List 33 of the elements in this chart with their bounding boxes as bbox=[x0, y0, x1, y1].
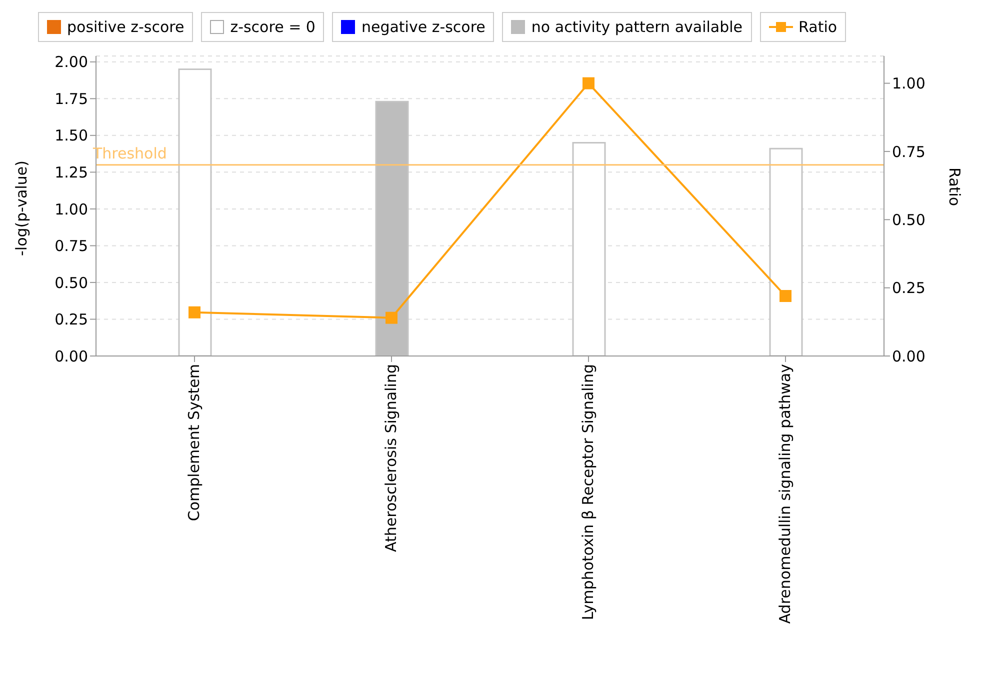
point bbox=[780, 290, 792, 302]
legend-label: negative z-score bbox=[361, 18, 486, 36]
y-tick-label: 0.75 bbox=[54, 237, 88, 256]
x-tick-label: Atherosclerosis Signaling bbox=[382, 364, 400, 552]
point bbox=[386, 312, 398, 324]
y-tick-label: 2.00 bbox=[54, 53, 88, 72]
point bbox=[582, 77, 594, 90]
y-tick-label: 1.25 bbox=[54, 164, 88, 182]
y2-axis-title: Ratio bbox=[946, 167, 964, 206]
y-tick-label: 0.50 bbox=[54, 274, 88, 292]
x-tick-label: Lymphotoxin β Receptor Signaling bbox=[579, 364, 598, 620]
y2-tick-label: 0.75 bbox=[892, 142, 926, 161]
x-tick-label: Complement System bbox=[185, 364, 204, 522]
bar bbox=[572, 142, 606, 356]
text: z-score = 0 bbox=[230, 18, 316, 36]
y-tick-label: 1.50 bbox=[54, 126, 88, 145]
y2-tick-label: 0.00 bbox=[892, 347, 926, 366]
y2-tick-label: 0.25 bbox=[892, 279, 926, 298]
x-tick-label: Adrenomedullin signaling pathway bbox=[776, 364, 794, 624]
y-tick-label: 0.00 bbox=[54, 347, 88, 366]
bar bbox=[178, 68, 212, 356]
y-tick-label: 1.00 bbox=[54, 200, 88, 218]
y-tick-label: 1.75 bbox=[54, 90, 88, 108]
y2-tick-label: 1.00 bbox=[892, 74, 926, 93]
point bbox=[188, 306, 200, 318]
y-tick-label: 0.25 bbox=[54, 310, 88, 329]
legend-label: Ratio bbox=[798, 18, 838, 36]
legend-label: positive z-score bbox=[67, 18, 184, 36]
y-axis-title: -log(p-value) bbox=[12, 160, 30, 256]
bar bbox=[769, 148, 803, 356]
y2-tick-label: 0.50 bbox=[892, 210, 926, 229]
legend-label: no activity pattern available bbox=[531, 18, 743, 36]
bar bbox=[375, 100, 409, 356]
